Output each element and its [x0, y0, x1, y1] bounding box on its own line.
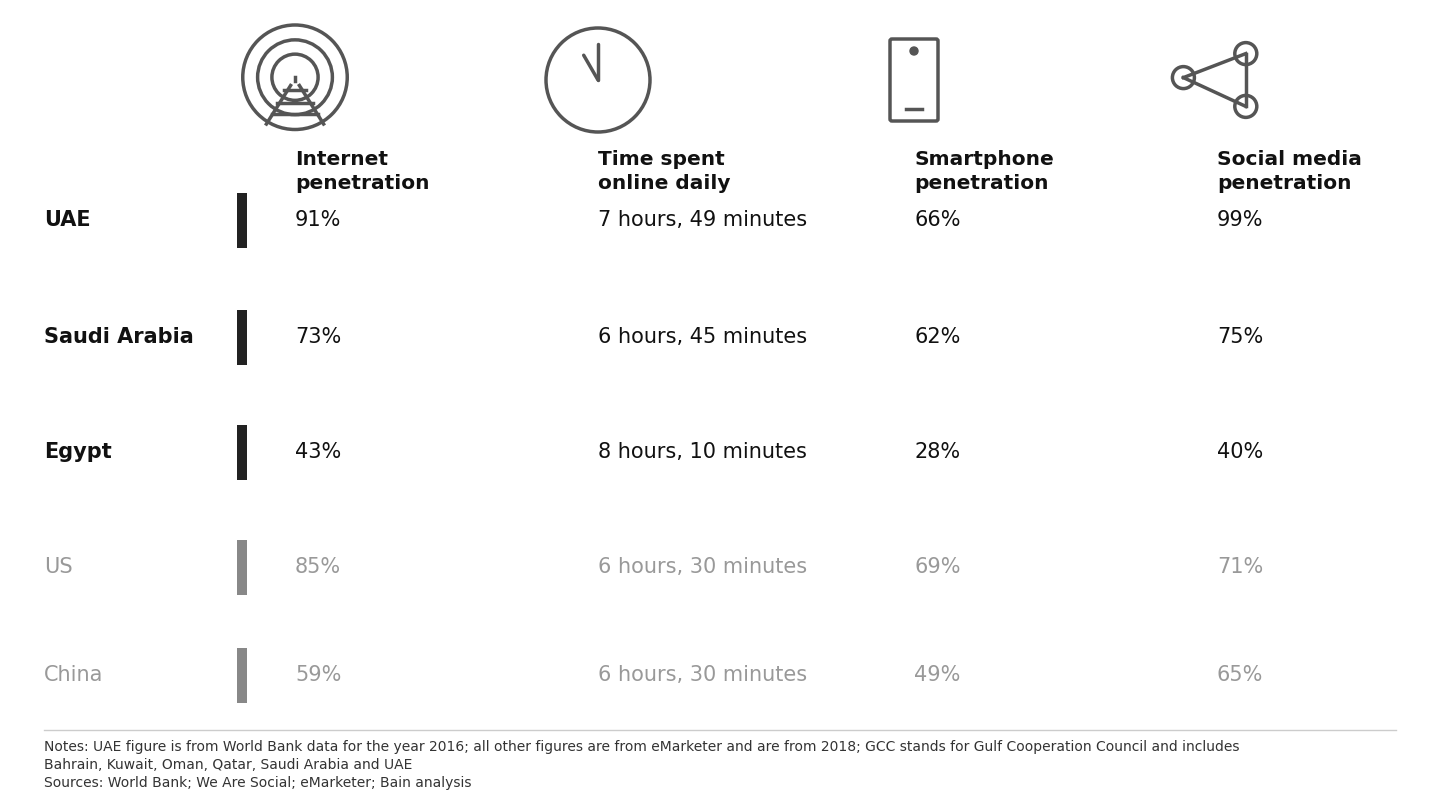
FancyBboxPatch shape [238, 424, 248, 480]
Text: 6 hours, 30 minutes: 6 hours, 30 minutes [598, 557, 808, 577]
Text: 65%: 65% [1217, 665, 1263, 685]
Text: Notes: UAE figure is from World Bank data for the year 2016; all other figures a: Notes: UAE figure is from World Bank dat… [45, 740, 1240, 754]
Text: UAE: UAE [45, 210, 91, 230]
Text: Smartphone
penetration: Smartphone penetration [914, 150, 1054, 194]
Text: Time spent
online daily: Time spent online daily [598, 150, 730, 194]
Text: 66%: 66% [914, 210, 960, 230]
Text: 85%: 85% [295, 557, 341, 577]
Text: 75%: 75% [1217, 327, 1263, 347]
Text: 28%: 28% [914, 442, 960, 462]
Text: 59%: 59% [295, 665, 341, 685]
Text: 91%: 91% [295, 210, 341, 230]
Circle shape [910, 47, 919, 55]
Text: 49%: 49% [914, 665, 960, 685]
Text: 99%: 99% [1217, 210, 1263, 230]
Text: US: US [45, 557, 72, 577]
Text: 6 hours, 45 minutes: 6 hours, 45 minutes [598, 327, 808, 347]
FancyBboxPatch shape [238, 193, 248, 248]
Text: Egypt: Egypt [45, 442, 112, 462]
Text: Social media
penetration: Social media penetration [1217, 150, 1362, 194]
FancyBboxPatch shape [238, 647, 248, 702]
Text: 43%: 43% [295, 442, 341, 462]
Text: 40%: 40% [1217, 442, 1263, 462]
Text: 62%: 62% [914, 327, 960, 347]
Text: Sources: World Bank; We Are Social; eMarketer; Bain analysis: Sources: World Bank; We Are Social; eMar… [45, 776, 471, 790]
Text: 69%: 69% [914, 557, 960, 577]
Text: 7 hours, 49 minutes: 7 hours, 49 minutes [598, 210, 808, 230]
FancyBboxPatch shape [238, 539, 248, 595]
Text: Saudi Arabia: Saudi Arabia [45, 327, 194, 347]
Text: 6 hours, 30 minutes: 6 hours, 30 minutes [598, 665, 808, 685]
FancyBboxPatch shape [238, 309, 248, 364]
Text: China: China [45, 665, 104, 685]
Text: 71%: 71% [1217, 557, 1263, 577]
Text: Bahrain, Kuwait, Oman, Qatar, Saudi Arabia and UAE: Bahrain, Kuwait, Oman, Qatar, Saudi Arab… [45, 758, 412, 772]
Text: Internet
penetration: Internet penetration [295, 150, 429, 194]
Text: 8 hours, 10 minutes: 8 hours, 10 minutes [598, 442, 806, 462]
Text: 73%: 73% [295, 327, 341, 347]
